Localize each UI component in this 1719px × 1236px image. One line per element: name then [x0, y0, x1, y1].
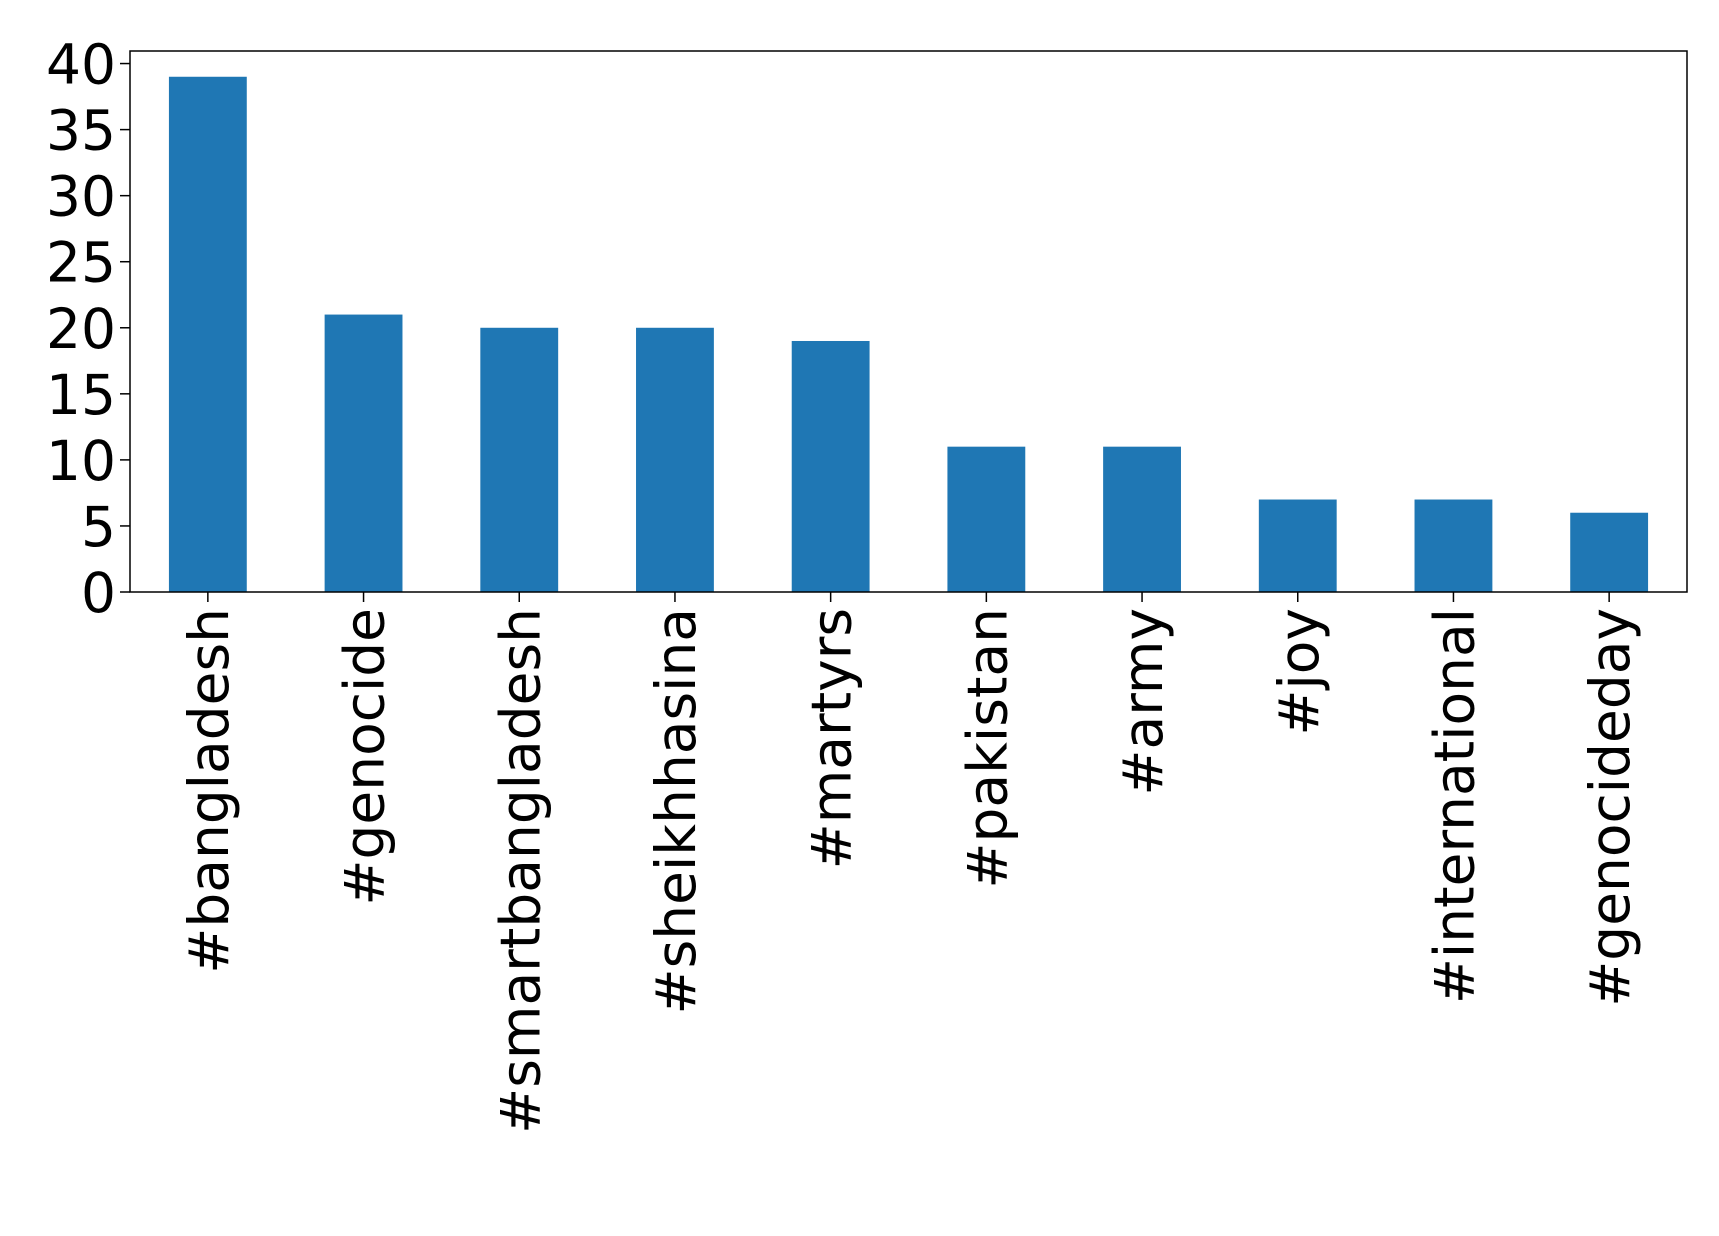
x-tick-label: #martyrs [800, 608, 864, 869]
bar [480, 327, 559, 592]
x-tick-label: #genocideday [1578, 608, 1642, 1007]
x-tick-label: #bangladesh [177, 608, 241, 974]
x-tick-label: #genocide [333, 608, 397, 906]
bar [324, 314, 403, 592]
x-tick-label: #joy [1267, 608, 1331, 736]
y-tick-label: 25 [46, 231, 116, 295]
plot-frame [129, 50, 1688, 593]
y-tick-label: 40 [46, 33, 116, 97]
x-tick-label: #pakistan [955, 608, 1019, 889]
x-tick-label: #sheikhhasina [644, 608, 708, 1014]
x-tick-label: #international [1422, 608, 1486, 1004]
bar [636, 327, 714, 592]
bar [168, 76, 247, 592]
y-tick-label: 20 [46, 297, 116, 361]
x-tick-label: #smartbangladesh [488, 608, 552, 1134]
bar [791, 340, 870, 592]
y-tick-label: 10 [46, 429, 116, 493]
bar [1570, 512, 1649, 592]
bar [1103, 446, 1181, 592]
x-tick-label: #army [1111, 608, 1175, 796]
bar [947, 446, 1026, 592]
y-tick-label: 15 [46, 363, 116, 427]
y-tick-label: 35 [46, 99, 116, 163]
y-tick-label: 5 [81, 495, 116, 559]
bar [1414, 499, 1493, 592]
y-tick-label: 0 [81, 561, 116, 625]
bar [1258, 499, 1337, 592]
y-tick-label: 30 [46, 165, 116, 229]
